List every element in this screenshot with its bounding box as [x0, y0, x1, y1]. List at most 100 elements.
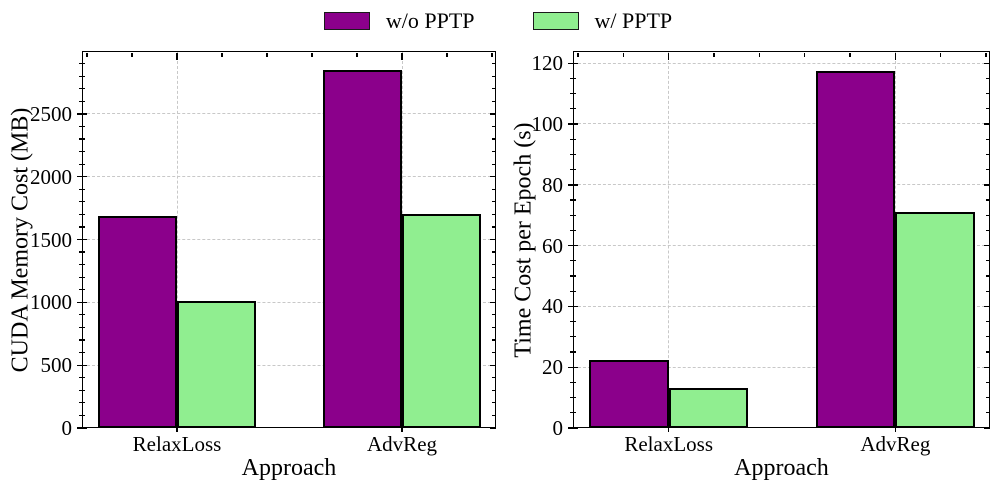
- y-minor-tick: [570, 275, 576, 277]
- y-major-tick: [77, 427, 87, 429]
- y-minor-tick: [570, 336, 576, 338]
- y-major-tick: [568, 244, 578, 247]
- x-top-minor-tick: [491, 52, 493, 57]
- y-gridline: [82, 176, 496, 178]
- y-major-tick: [568, 427, 578, 429]
- y-minor-tick-right: [492, 100, 496, 102]
- x-top-minor-tick: [446, 52, 448, 57]
- y-major-tick: [568, 366, 578, 368]
- y-minor-tick-right: [492, 251, 496, 253]
- y-minor-tick: [79, 402, 85, 404]
- y-minor-tick-right: [986, 199, 990, 201]
- y-minor-tick-right: [986, 77, 990, 79]
- y-minor-tick-right: [492, 339, 496, 341]
- x-tick-label: RelaxLoss: [132, 432, 222, 456]
- x-top-minor-tick: [849, 52, 851, 57]
- y-minor-tick: [79, 326, 85, 329]
- y-minor-tick: [79, 62, 85, 65]
- y-minor-tick-right: [492, 289, 496, 291]
- y-minor-tick: [79, 352, 85, 354]
- x-gridline: [668, 51, 670, 428]
- x-top-minor-tick: [758, 52, 760, 57]
- x-top-minor-tick: [221, 52, 223, 57]
- legend-swatch-w-pptp: [532, 12, 579, 30]
- y-major-tick-right: [984, 184, 990, 186]
- y-minor-tick: [79, 125, 85, 127]
- legend-swatch-wo-pptp: [323, 12, 370, 30]
- y-minor-tick: [570, 260, 576, 262]
- x-tick-label: AdvReg: [367, 432, 438, 456]
- legend-item-w-pptp: w/ PPTP: [532, 6, 673, 36]
- y-minor-tick-right: [986, 153, 990, 155]
- y-minor-tick-right: [492, 88, 496, 90]
- y-gridline: [82, 364, 496, 366]
- y-minor-tick: [570, 412, 576, 414]
- y-gridline: [82, 301, 496, 303]
- bar-w-pptp-advreg: [402, 214, 481, 428]
- y-major-tick-right: [490, 238, 496, 241]
- y-axis-label: Time Cost per Epoch (s): [510, 121, 536, 358]
- y-minor-tick: [570, 290, 576, 292]
- y-tick-label: 500: [40, 353, 73, 378]
- y-major-tick-right: [490, 364, 496, 366]
- y-major-tick-right: [984, 305, 990, 308]
- y-tick-label: 1500: [30, 227, 72, 252]
- x-tick-label: AdvReg: [860, 432, 931, 456]
- y-minor-tick: [570, 381, 576, 383]
- y-minor-tick: [570, 396, 576, 399]
- y-major-tick: [77, 113, 87, 115]
- y-minor-tick: [79, 100, 85, 102]
- y-minor-tick-right: [492, 276, 496, 278]
- y-minor-tick-right: [492, 213, 496, 215]
- y-tick-label: 2000: [30, 164, 72, 189]
- x-top-minor-tick: [804, 52, 806, 57]
- y-minor-tick-right: [986, 229, 990, 231]
- y-tick-label: 60: [542, 233, 563, 258]
- y-major-tick-right: [984, 244, 990, 247]
- x-major-tick: [401, 428, 403, 432]
- y-minor-tick-right: [492, 314, 496, 316]
- y-minor-tick-right: [986, 351, 990, 353]
- y-gridline: [82, 113, 496, 115]
- y-minor-tick: [570, 153, 576, 155]
- legend-label-wo-pptp: w/o PPTP: [385, 8, 475, 33]
- y-minor-tick: [570, 229, 576, 231]
- y-minor-tick: [570, 138, 576, 140]
- y-major-tick-right: [490, 113, 496, 115]
- x-top-minor-tick: [985, 52, 987, 57]
- y-minor-tick: [79, 201, 85, 203]
- x-top-minor-tick: [311, 52, 313, 57]
- y-tick-label: 80: [542, 172, 563, 197]
- y-minor-tick: [570, 351, 576, 353]
- y-tick-label: 0: [61, 416, 73, 440]
- y-minor-tick-right: [492, 163, 496, 165]
- x-axis-label: Approach: [241, 455, 337, 480]
- y-minor-tick: [570, 199, 576, 201]
- y-minor-tick-right: [986, 108, 990, 110]
- y-minor-tick: [79, 88, 85, 90]
- y-minor-tick: [79, 289, 85, 291]
- y-minor-tick-right: [492, 377, 496, 379]
- legend-label-w-pptp: w/ PPTP: [594, 8, 673, 33]
- legend: w/o PPTP w/ PPTP: [0, 6, 996, 36]
- x-top-minor-tick: [940, 52, 942, 57]
- y-tick-label: 2500: [30, 101, 72, 126]
- y-major-tick-right: [984, 427, 990, 429]
- y-tick-label: 1000: [30, 290, 72, 315]
- y-major-tick: [568, 123, 578, 125]
- y-minor-tick-right: [492, 326, 496, 329]
- y-major-tick: [568, 62, 578, 64]
- y-minor-tick: [79, 251, 85, 253]
- y-major-tick-right: [984, 62, 990, 64]
- y-minor-tick: [570, 320, 576, 323]
- y-minor-tick-right: [492, 264, 496, 266]
- x-top-minor-tick: [713, 52, 715, 57]
- y-minor-tick-right: [986, 168, 990, 171]
- x-tick-label: RelaxLoss: [624, 432, 714, 456]
- bar-wo-pptp-advreg: [816, 70, 896, 428]
- y-gridline: [82, 239, 496, 240]
- y-major-tick-right: [490, 176, 496, 178]
- y-major-tick: [77, 301, 87, 304]
- x-top-minor-tick: [356, 52, 358, 57]
- y-tick-label: 0: [552, 416, 564, 440]
